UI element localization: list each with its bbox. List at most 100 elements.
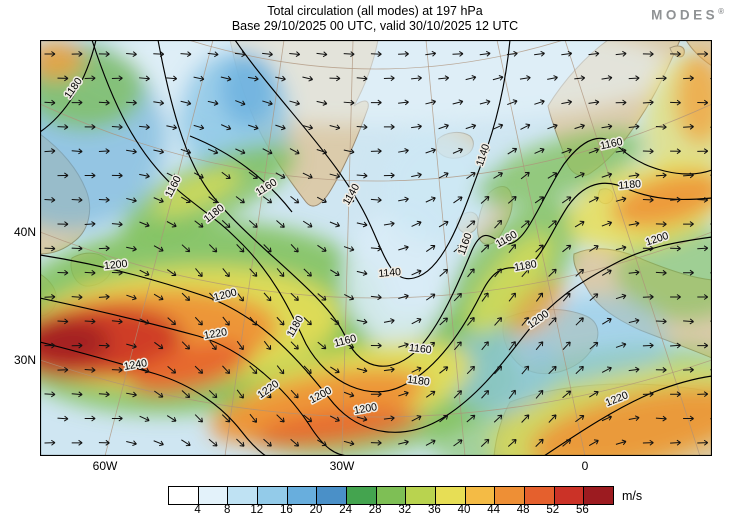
wind-arrow [562,390,572,399]
wind-arrow [453,390,463,399]
wind-arrow-glyph [589,390,599,398]
wind-arrow [383,220,395,227]
wind-arrow-glyph [207,148,219,155]
wind-arrow-glyph [302,220,313,228]
wind-arrow [683,221,694,227]
wind-arrow [222,316,230,326]
wind-arrow-glyph [602,317,612,325]
wind-arrow-glyph [575,415,585,423]
wind-speed-blob [220,54,276,126]
wind-arrow [235,100,246,106]
wind-arrow [548,268,557,277]
wind-arrow [628,269,640,276]
wind-arrow-glyph [507,438,517,447]
colorbar-tick-label: 36 [427,504,441,516]
contour-label: 1180 [618,178,642,192]
wind-arrow [383,172,395,179]
wind-arrow [343,342,355,349]
wind-arrow-glyph [317,341,327,350]
wind-arrow-glyph [249,316,258,326]
wind-arrow [615,342,627,348]
wind-arrow [263,389,272,399]
wind-arrow [547,75,558,81]
wind-arrow [343,51,355,58]
wind-arrow-glyph [84,318,96,325]
colorbar-unit: m/s [622,489,643,503]
wind-arrow [655,75,667,82]
wind-arrow-glyph [465,75,477,81]
wind-arrow [574,123,585,130]
wind-arrow-glyph [302,124,314,131]
wind-arrow-glyph [84,221,96,227]
wind-arrow-glyph [290,438,300,447]
wind-arrow-glyph [398,390,409,397]
wind-arrow [329,75,341,82]
wind-arrow-glyph [181,244,191,253]
wind-arrow-glyph [84,172,96,179]
wind-arrow [71,196,83,203]
wind-arrow [126,440,137,447]
wind-arrow-glyph [154,390,164,398]
contour-lines [40,40,712,456]
wind-arrow [154,341,164,350]
wind-arrow-glyph [98,196,110,203]
wind-arrow [57,172,69,179]
wind-arrow-glyph [547,172,558,179]
wind-arrow-glyph [453,390,463,399]
wind-arrow [111,269,123,276]
wind-arrow [534,50,545,57]
wind-arrow [263,340,272,351]
wind-arrow [521,268,530,278]
wind-arrow-glyph [493,123,504,130]
wind-arrow-glyph [467,317,475,326]
wind-arrow-glyph [519,75,531,81]
wind-arrow-glyph [588,196,599,203]
wind-arrow-glyph [194,365,204,374]
wind-arrow-glyph [289,51,301,58]
wind-arrow-glyph [220,75,232,82]
wind-arrow-glyph [508,341,516,351]
wind-arrow-glyph [425,50,437,57]
wind-arrow [493,172,503,179]
contour-1140 [234,40,511,280]
colorbar-cell [258,487,288,504]
wind-arrow-glyph [628,123,640,130]
wind-arrow [344,294,355,301]
wind-arrow [683,172,694,179]
wind-arrow-glyph [548,268,557,277]
wind-arrow-glyph [317,390,327,398]
wind-arrow-glyph [683,269,694,276]
wind-arrow [330,269,340,277]
map-frame [40,40,712,456]
wind-arrow-glyph [438,75,450,82]
wind-arrow [98,196,110,203]
wind-arrow-glyph [411,269,422,276]
wind-arrow-glyph [276,365,285,375]
wind-arrow-glyph [383,269,395,276]
wind-arrow [562,244,572,253]
wind-arrow-glyph [398,342,409,348]
wind-arrow-glyph [601,75,613,81]
wind-arrow [535,438,544,448]
wind-arrow-glyph [221,219,231,229]
wind-arrow-glyph [398,51,409,57]
wind-arrow-glyph [615,439,627,446]
wind-arrow-glyph [44,342,56,349]
wind-arrow-glyph [574,123,585,130]
colorbar-cell [317,487,348,504]
wind-arrow [465,123,477,130]
wind-arrow [317,244,327,252]
wind-arrow [153,293,164,301]
wind-arrow [508,389,516,399]
wind-arrow [411,366,422,373]
wind-arrow [425,245,436,252]
wind-arrow [480,147,491,154]
wind-arrow-glyph [466,365,475,375]
wind-arrow [111,75,123,82]
wind-arrow-glyph [697,196,709,203]
wind-arrow [98,342,110,349]
wind-arrow-glyph [683,366,694,373]
wind-arrow [521,414,530,423]
wind-arrow [180,148,192,155]
wind-arrow-glyph [44,99,56,106]
